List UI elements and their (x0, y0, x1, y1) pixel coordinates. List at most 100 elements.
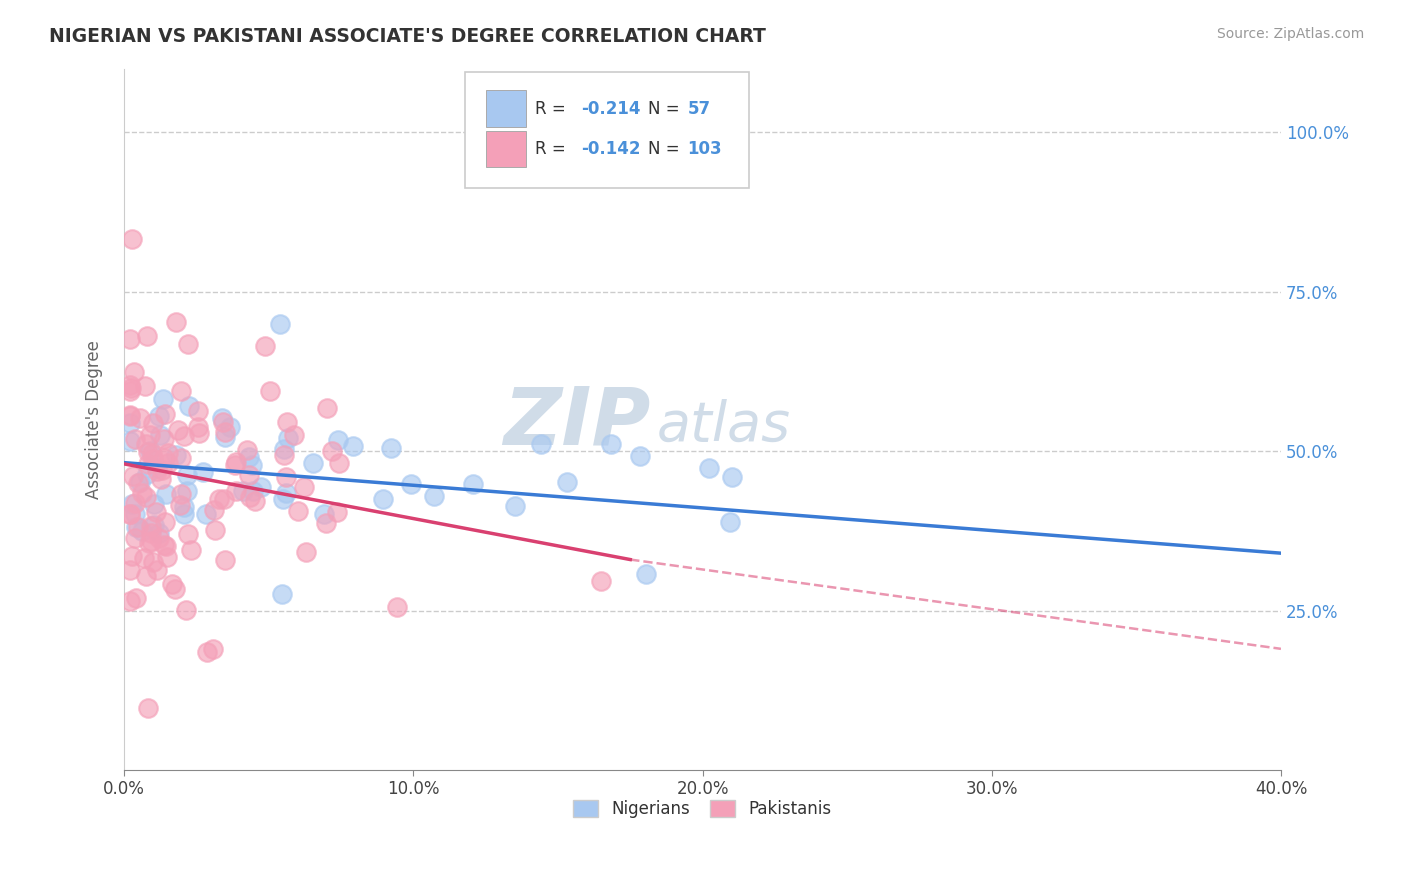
Point (129, 475, 152, 489)
Point (269, 318, 291, 332)
Point (118, 384, 141, 399)
Point (141, 519, 163, 533)
Point (316, 401, 339, 415)
Point (122, 365, 145, 379)
Point (155, 540, 177, 554)
Point (118, 378, 141, 392)
Point (503, 500, 526, 514)
Point (135, 437, 157, 451)
Text: 57: 57 (688, 100, 710, 118)
Point (124, 496, 146, 510)
Y-axis label: Associate's Degree: Associate's Degree (86, 340, 103, 499)
Point (169, 498, 191, 512)
Point (176, 468, 198, 483)
Point (167, 423, 190, 437)
Point (193, 465, 215, 479)
Point (131, 485, 153, 500)
Point (326, 433, 349, 447)
Point (124, 531, 146, 545)
Point (129, 411, 152, 425)
Point (273, 442, 295, 456)
Point (118, 409, 141, 423)
Point (211, 410, 233, 425)
Point (197, 645, 219, 659)
Point (153, 515, 176, 529)
Point (271, 491, 294, 506)
Point (224, 458, 246, 472)
Point (136, 701, 159, 715)
Point (235, 443, 257, 458)
Point (118, 408, 141, 422)
Point (135, 569, 157, 583)
Point (118, 563, 141, 577)
Point (121, 232, 143, 246)
Point (120, 434, 142, 448)
Point (135, 467, 157, 481)
Point (212, 492, 235, 507)
Point (148, 531, 170, 545)
Point (204, 523, 226, 537)
Point (124, 507, 146, 521)
Point (243, 494, 266, 508)
Point (253, 339, 276, 353)
Point (271, 586, 294, 600)
Point (187, 419, 209, 434)
Point (136, 329, 159, 343)
FancyBboxPatch shape (465, 72, 749, 188)
Point (127, 475, 149, 490)
Point (212, 415, 235, 429)
Point (169, 451, 191, 466)
Point (697, 461, 720, 475)
Text: R =: R = (534, 140, 571, 158)
Point (259, 384, 281, 399)
Point (118, 507, 141, 521)
Point (136, 457, 159, 471)
Point (152, 392, 174, 406)
Point (201, 642, 224, 657)
Point (132, 550, 155, 565)
Point (232, 483, 254, 498)
Point (156, 446, 179, 460)
Point (315, 516, 337, 531)
Point (173, 507, 195, 521)
Point (530, 436, 553, 450)
Point (120, 381, 142, 395)
Point (225, 455, 247, 469)
Point (371, 492, 394, 507)
Point (142, 518, 165, 533)
Point (238, 468, 260, 483)
Point (180, 542, 202, 557)
Point (139, 444, 162, 458)
Point (202, 503, 225, 517)
Text: atlas: atlas (657, 399, 790, 451)
Point (165, 582, 187, 596)
Point (155, 486, 177, 500)
Point (170, 487, 193, 501)
Point (160, 576, 183, 591)
Point (238, 450, 260, 465)
Point (125, 591, 148, 606)
Point (152, 450, 174, 465)
Point (218, 420, 240, 434)
Point (173, 428, 195, 442)
Point (423, 489, 446, 503)
Text: Source: ZipAtlas.com: Source: ZipAtlas.com (1216, 27, 1364, 41)
Point (187, 404, 209, 418)
Point (463, 477, 485, 491)
Point (152, 432, 174, 446)
Point (250, 480, 273, 494)
Point (170, 384, 193, 399)
Text: R =: R = (534, 100, 571, 118)
Point (239, 490, 262, 504)
Point (177, 526, 200, 541)
Point (165, 448, 187, 462)
Point (295, 545, 318, 559)
Point (150, 472, 173, 486)
Point (283, 428, 305, 442)
Point (118, 594, 141, 608)
Text: -0.214: -0.214 (581, 100, 641, 118)
Point (156, 456, 179, 470)
FancyBboxPatch shape (486, 131, 526, 168)
Point (142, 452, 165, 467)
Point (124, 433, 146, 447)
